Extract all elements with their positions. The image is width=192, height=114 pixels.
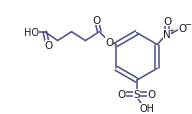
Text: OH: OH (139, 103, 154, 113)
Text: N: N (163, 29, 171, 39)
Text: −: − (185, 20, 192, 29)
Text: O: O (45, 40, 53, 50)
Text: O: O (163, 17, 171, 27)
Text: O: O (105, 37, 113, 47)
Text: O: O (147, 89, 156, 99)
Text: +: + (168, 27, 174, 33)
Text: O: O (118, 89, 126, 99)
Text: O: O (178, 23, 186, 33)
Text: HO: HO (24, 27, 39, 37)
Text: O: O (92, 16, 100, 26)
Text: S: S (133, 89, 140, 99)
